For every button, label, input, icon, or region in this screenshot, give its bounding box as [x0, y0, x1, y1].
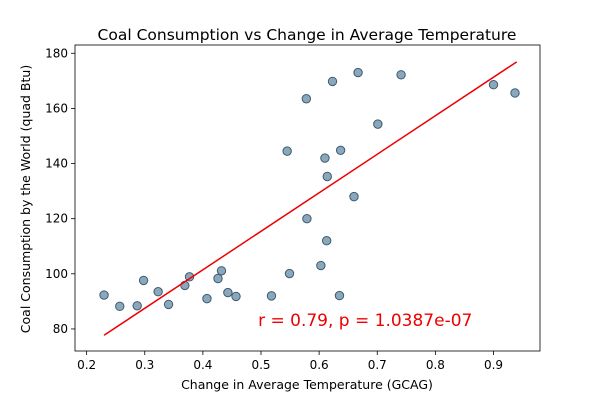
x-tick-label: 0.5	[251, 358, 270, 372]
data-point	[202, 293, 212, 304]
y-axis-label: Coal Consumption by the World (quad Btu)	[18, 65, 33, 333]
y-tick-label: 80	[53, 322, 68, 336]
data-point	[284, 268, 295, 279]
data-point	[349, 191, 359, 202]
y-tick-label: 100	[45, 267, 68, 281]
data-point	[231, 291, 241, 302]
data-point	[115, 301, 125, 312]
data-point	[373, 119, 383, 129]
x-tick-label: 0.7	[368, 358, 387, 372]
data-point	[282, 146, 292, 156]
x-tick-label: 0.4	[193, 358, 212, 372]
data-point	[488, 79, 499, 90]
data-point	[138, 275, 149, 286]
x-tick-label: 0.9	[484, 358, 503, 372]
correlation-annotation: r = 0.79, p = 1.0387e-07	[258, 311, 472, 331]
data-point	[320, 153, 330, 163]
data-point	[510, 88, 520, 98]
data-point	[184, 272, 195, 282]
data-point	[163, 299, 174, 310]
regression-line	[103, 61, 518, 336]
plot-area: 0.2 0.3 0.4 0.5 0.6 0.7 0.8 0.9 80 100 120 140 160 18…	[45, 44, 541, 372]
data-point	[266, 291, 277, 301]
y-tick-label: 120	[45, 212, 68, 226]
x-axis-label: Change in Average Temperature (GCAG)	[181, 377, 433, 392]
y-tick-label: 160	[45, 101, 68, 115]
data-point	[302, 213, 312, 224]
x-tick-label: 0.6	[310, 358, 329, 372]
data-point	[321, 236, 332, 246]
y-tick-label: 180	[45, 46, 68, 60]
data-point	[223, 287, 233, 298]
data-point	[213, 273, 223, 284]
data-point	[353, 67, 363, 78]
data-point	[334, 290, 345, 301]
data-point	[316, 260, 326, 271]
data-point	[327, 76, 338, 87]
x-tick-label: 0.2	[77, 358, 96, 372]
x-tick-label: 0.8	[426, 358, 445, 372]
data-point	[396, 70, 406, 80]
data-point	[132, 301, 142, 311]
data-point	[301, 94, 312, 104]
y-tick-label: 140	[45, 157, 68, 171]
x-tick-label: 0.3	[135, 358, 154, 372]
data-point	[322, 171, 332, 182]
chart-title: Coal Consumption vs Change in Average Te…	[98, 26, 517, 44]
data-point	[216, 266, 227, 276]
data-point	[335, 145, 346, 156]
axes-frame	[74, 44, 541, 352]
data-point	[153, 287, 163, 297]
data-point	[99, 290, 109, 300]
